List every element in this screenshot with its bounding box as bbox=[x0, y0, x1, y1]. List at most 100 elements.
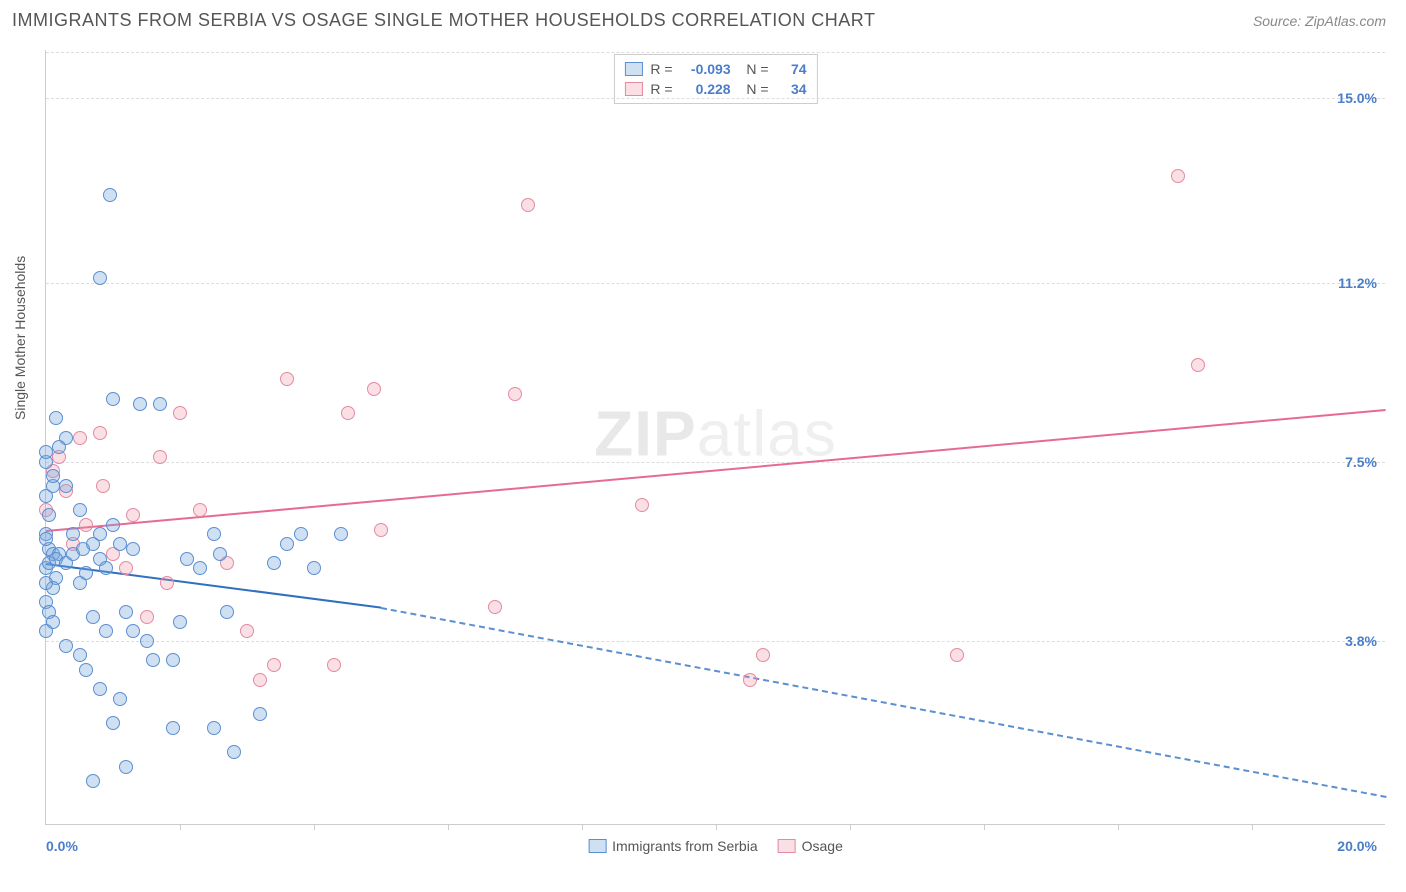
correlation-legend: R =-0.093 N =74R =0.228 N =34 bbox=[613, 54, 817, 104]
chart-title: IMMIGRANTS FROM SERBIA VS OSAGE SINGLE M… bbox=[12, 10, 875, 31]
data-point bbox=[220, 605, 234, 619]
data-point bbox=[267, 658, 281, 672]
legend-swatch bbox=[624, 62, 642, 76]
legend-r-value: 0.228 bbox=[681, 81, 731, 97]
legend-item: Osage bbox=[778, 838, 843, 854]
data-point bbox=[106, 518, 120, 532]
gridline bbox=[46, 52, 1385, 53]
data-point bbox=[93, 682, 107, 696]
data-point bbox=[207, 721, 221, 735]
data-point bbox=[1171, 169, 1185, 183]
x-axis-max-label: 20.0% bbox=[1337, 838, 1377, 854]
legend-series-name: Osage bbox=[802, 838, 843, 854]
trend-line bbox=[46, 408, 1386, 531]
legend-row: R =0.228 N =34 bbox=[624, 79, 806, 99]
data-point bbox=[166, 721, 180, 735]
data-point bbox=[113, 537, 127, 551]
legend-item: Immigrants from Serbia bbox=[588, 838, 757, 854]
data-point bbox=[99, 561, 113, 575]
y-tick-label: 3.8% bbox=[1345, 633, 1377, 649]
data-point bbox=[126, 624, 140, 638]
data-point bbox=[146, 653, 160, 667]
x-axis-min-label: 0.0% bbox=[46, 838, 78, 854]
data-point bbox=[521, 198, 535, 212]
data-point bbox=[126, 508, 140, 522]
data-point bbox=[59, 479, 73, 493]
x-tick bbox=[1118, 824, 1119, 830]
data-point bbox=[119, 561, 133, 575]
data-point bbox=[240, 624, 254, 638]
data-point bbox=[39, 445, 53, 459]
y-tick-label: 11.2% bbox=[1338, 275, 1377, 291]
gridline bbox=[46, 283, 1385, 284]
legend-row: R =-0.093 N =74 bbox=[624, 59, 806, 79]
legend-n-label: N = bbox=[739, 81, 769, 97]
x-tick bbox=[582, 824, 583, 830]
data-point bbox=[227, 745, 241, 759]
data-point bbox=[193, 503, 207, 517]
data-point bbox=[756, 648, 770, 662]
data-point bbox=[307, 561, 321, 575]
data-point bbox=[93, 527, 107, 541]
data-point bbox=[59, 639, 73, 653]
legend-r-label: R = bbox=[650, 61, 672, 77]
gridline bbox=[46, 462, 1385, 463]
data-point bbox=[39, 624, 53, 638]
data-point bbox=[1191, 358, 1205, 372]
data-point bbox=[66, 527, 80, 541]
data-point bbox=[140, 634, 154, 648]
data-point bbox=[173, 406, 187, 420]
data-point bbox=[327, 658, 341, 672]
data-point bbox=[488, 600, 502, 614]
data-point bbox=[52, 440, 66, 454]
data-point bbox=[508, 387, 522, 401]
data-point bbox=[180, 552, 194, 566]
legend-swatch bbox=[624, 82, 642, 96]
data-point bbox=[173, 615, 187, 629]
data-point bbox=[49, 411, 63, 425]
legend-n-label: N = bbox=[739, 61, 769, 77]
data-point bbox=[334, 527, 348, 541]
series-legend: Immigrants from Serbia Osage bbox=[588, 838, 843, 854]
data-point bbox=[73, 431, 87, 445]
trend-line-dashed bbox=[381, 607, 1386, 798]
data-point bbox=[280, 372, 294, 386]
x-tick bbox=[716, 824, 717, 830]
data-point bbox=[133, 397, 147, 411]
data-point bbox=[39, 532, 53, 546]
data-point bbox=[46, 469, 60, 483]
data-point bbox=[126, 542, 140, 556]
data-point bbox=[86, 610, 100, 624]
data-point bbox=[743, 673, 757, 687]
scatter-chart: ZIPatlas R =-0.093 N =74R =0.228 N =34 0… bbox=[45, 50, 1385, 825]
data-point bbox=[103, 188, 117, 202]
data-point bbox=[153, 450, 167, 464]
data-point bbox=[267, 556, 281, 570]
legend-r-label: R = bbox=[650, 81, 672, 97]
legend-series-name: Immigrants from Serbia bbox=[612, 838, 757, 854]
data-point bbox=[86, 774, 100, 788]
data-point bbox=[39, 576, 53, 590]
source-credit: Source: ZipAtlas.com bbox=[1253, 13, 1386, 29]
data-point bbox=[106, 392, 120, 406]
data-point bbox=[153, 397, 167, 411]
x-tick bbox=[448, 824, 449, 830]
data-point bbox=[93, 426, 107, 440]
x-tick bbox=[1252, 824, 1253, 830]
y-tick-label: 15.0% bbox=[1337, 90, 1377, 106]
data-point bbox=[635, 498, 649, 512]
data-point bbox=[160, 576, 174, 590]
legend-swatch bbox=[588, 839, 606, 853]
data-point bbox=[374, 523, 388, 537]
data-point bbox=[106, 716, 120, 730]
data-point bbox=[73, 648, 87, 662]
x-tick bbox=[850, 824, 851, 830]
data-point bbox=[79, 518, 93, 532]
data-point bbox=[280, 537, 294, 551]
data-point bbox=[367, 382, 381, 396]
data-point bbox=[96, 479, 110, 493]
data-point bbox=[93, 271, 107, 285]
data-point bbox=[193, 561, 207, 575]
data-point bbox=[213, 547, 227, 561]
gridline bbox=[46, 98, 1385, 99]
